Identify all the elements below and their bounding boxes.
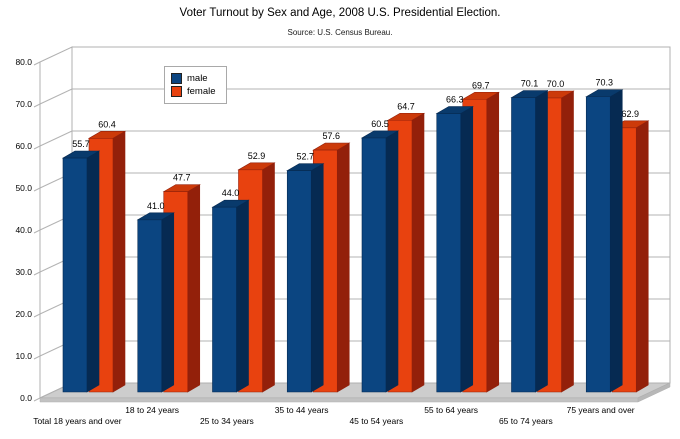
x-axis-label-65-to-74-years: 65 to 74 years	[499, 416, 553, 426]
floor-front-edge	[39, 397, 639, 403]
floor-side-edge	[637, 382, 671, 403]
bar-male-55-to-64-years	[435, 106, 474, 393]
value-label-female-55-to-64-years: 69.7	[472, 80, 490, 90]
value-label-male-55-to-64-years: 66.3	[446, 95, 464, 105]
y-axis-label-20: 20.0	[15, 309, 32, 319]
x-axis-label-35-to-44-years: 35 to 44 years	[275, 405, 329, 415]
ytick-40	[33, 229, 41, 234]
ytick-20	[33, 313, 41, 318]
x-axis-label-75-years-and-over: 75 years and over	[567, 405, 635, 415]
x-axis-label-18-to-24-years: 18 to 24 years	[125, 405, 179, 415]
value-label-female-18-to-24-years: 47.7	[173, 173, 191, 183]
value-label-female-65-to-74-years: 70.0	[547, 79, 565, 89]
bar-male-18-to-24-years	[136, 212, 175, 393]
value-label-male-total-18-years-and-over: 55.7	[72, 139, 90, 149]
chart-title: Voter Turnout by Sex and Age, 2008 U.S. …	[179, 7, 501, 19]
y-axis-label-60: 60.0	[15, 141, 32, 151]
y-axis-label-10: 10.0	[15, 351, 32, 361]
y-axis-label-30: 30.0	[15, 267, 32, 277]
floor	[39, 382, 671, 399]
x-axis-label-total-18-years-and-over: Total 18 years and over	[33, 416, 122, 426]
value-label-female-45-to-54-years: 64.7	[397, 101, 415, 111]
bar-male-35-to-44-years	[286, 163, 325, 393]
ytick-80	[33, 61, 41, 66]
legend-item-male: male	[171, 73, 216, 84]
value-label-male-75-years-and-over: 70.3	[595, 78, 613, 88]
value-label-female-35-to-44-years: 57.6	[322, 131, 340, 141]
ytick-10	[33, 355, 41, 360]
legend-swatch-male	[171, 73, 182, 84]
bar-male-65-to-74-years	[510, 90, 549, 393]
bar-male-25-to-34-years	[211, 199, 250, 393]
bar-male-75-years-and-over	[585, 89, 624, 393]
y-axis-label-80: 80.0	[15, 57, 32, 67]
value-label-female-total-18-years-and-over: 60.4	[98, 119, 116, 129]
x-axis-label-25-to-34-years: 25 to 34 years	[200, 416, 254, 426]
gridline-wall-60	[39, 130, 73, 147]
ytick-30	[33, 271, 41, 276]
value-label-male-45-to-54-years: 60.5	[371, 119, 389, 129]
legend-swatch-female	[171, 86, 182, 97]
legend-item-female: female	[171, 86, 216, 97]
ytick-50	[33, 187, 41, 192]
x-axis-label-45-to-54-years: 45 to 54 years	[349, 416, 403, 426]
value-label-female-25-to-34-years: 52.9	[248, 151, 266, 161]
value-label-male-25-to-34-years: 44.0	[222, 188, 240, 198]
value-label-male-65-to-74-years: 70.1	[521, 79, 539, 89]
y-axis-label-0: 0.0	[20, 393, 32, 403]
gridline-wall-70	[39, 88, 73, 105]
ytick-60	[33, 145, 41, 150]
bar-male-total-18-years-and-over	[61, 150, 101, 393]
legend-label-female: female	[187, 86, 216, 97]
value-label-female-75-years-and-over: 62.9	[621, 109, 639, 119]
y-axis-label-70: 70.0	[15, 99, 32, 109]
ytick-70	[33, 103, 41, 108]
legend: male female	[164, 66, 227, 104]
legend-label-male: male	[187, 73, 208, 84]
value-label-male-18-to-24-years: 41.0	[147, 201, 165, 211]
ytick-0	[33, 397, 41, 402]
chart-subtitle: Source: U.S. Census Bureau.	[287, 28, 393, 37]
value-label-male-35-to-44-years: 52.7	[296, 152, 314, 162]
bar-male-45-to-54-years	[360, 130, 400, 393]
y-axis-label-40: 40.0	[15, 225, 32, 235]
y-axis-label-50: 50.0	[15, 183, 32, 193]
x-axis-label-55-to-64-years: 55 to 64 years	[424, 405, 478, 415]
